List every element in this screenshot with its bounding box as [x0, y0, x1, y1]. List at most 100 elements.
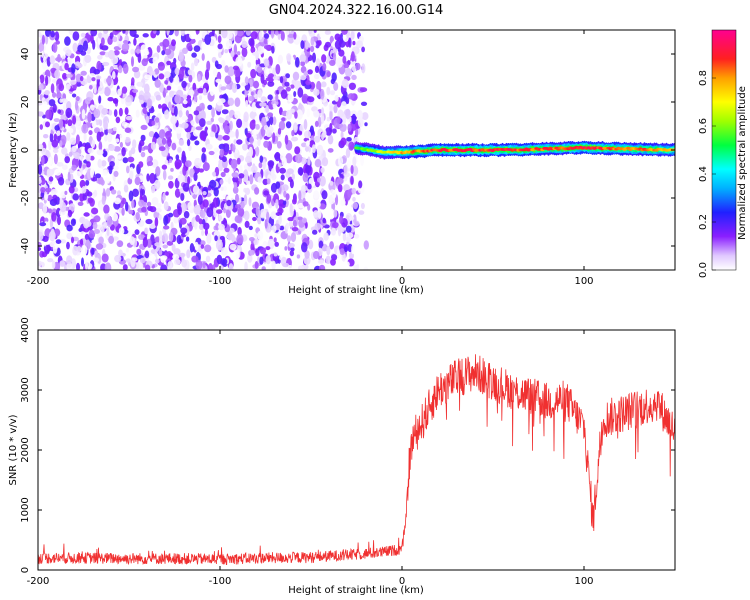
spectrogram-noise-cell	[244, 127, 248, 136]
spectrogram-noise-cell	[115, 158, 119, 167]
spectrogram-noise-cell	[248, 95, 255, 102]
spectrogram-noise-cell	[38, 260, 43, 267]
spectrogram-noise-cell	[246, 180, 251, 185]
spectrogram-noise-cell	[301, 93, 309, 104]
spectrogram-noise-cell	[149, 172, 156, 184]
spectrogram-noise-cell	[121, 42, 130, 52]
spectrogram-noise-cell	[174, 106, 178, 117]
spectrogram-noise-cell	[285, 86, 291, 92]
spectrogram-noise-cell	[341, 79, 349, 89]
spectrogram-noise-cell	[132, 89, 139, 93]
spectrogram-noise-cell	[297, 216, 303, 221]
spectrogram-noise-cell	[170, 115, 178, 125]
spectrogram-noise-cell	[347, 123, 352, 132]
spectrogram-noise-cell	[38, 178, 42, 185]
spectrogram-noise-cell	[99, 179, 105, 186]
spectrogram-noise-cell	[263, 58, 270, 68]
spectrogram-noise-cell	[320, 113, 325, 124]
spectrogram-noise-cell	[52, 148, 59, 154]
spectrogram-noise-cell	[134, 176, 141, 186]
spectrogram-noise-cell	[118, 107, 123, 117]
spectrogram-noise-cell	[249, 237, 255, 242]
spectrogram-noise-cell	[257, 45, 264, 55]
spectrogram-noise-cell	[326, 152, 332, 157]
spectrogram-noise-cell	[350, 164, 354, 175]
spectrogram-noise-cell	[345, 108, 351, 120]
spectrogram-noise-cell	[168, 101, 172, 109]
spectrogram-noise-cell	[307, 69, 313, 75]
spectrogram-noise-cell	[290, 232, 297, 243]
spectrogram-noise-cell	[201, 41, 207, 50]
spectrogram-noise-cell	[114, 30, 122, 33]
spectrogram-noise-cell	[277, 127, 282, 135]
spectrogram-noise-cell	[161, 233, 169, 243]
spectrogram-noise-cell	[173, 217, 179, 224]
spectrogram-noise-cell	[344, 246, 348, 252]
spectrogram-noise-cell	[142, 107, 149, 115]
spectrogram-noise-cell	[279, 76, 284, 84]
spectrogram-noise-cell	[85, 97, 91, 105]
spectrogram-noise-cell	[41, 155, 45, 166]
spectrogram-noise-cell	[217, 43, 223, 50]
spectrogram-noise-cell	[332, 128, 337, 134]
spectrogram-noise-cell	[260, 73, 265, 84]
spectrogram-noise-cell	[249, 136, 255, 144]
spectrogram-noise-cell	[101, 253, 109, 263]
spectrogram-noise-cell	[222, 185, 227, 192]
spectrogram-noise-cell	[172, 254, 180, 260]
spectrogram-noise-cell	[113, 170, 119, 177]
spectrogram-noise-cell	[52, 42, 58, 53]
spectrogram-noise-cell	[233, 182, 238, 190]
spectrogram-noise-cell	[271, 260, 276, 270]
spectrogram-noise-cell	[39, 222, 47, 227]
spectrogram-noise-cell	[285, 222, 289, 230]
spectrogram-noise-cell	[314, 120, 319, 127]
spectrogram-noise-cell	[131, 56, 134, 67]
spectrogram-noise-cell	[329, 109, 333, 121]
spectrogram-noise-layer	[38, 30, 369, 270]
spectrogram-noise-cell	[125, 248, 129, 253]
spectrogram-noise-cell	[132, 139, 137, 149]
spectrogram-noise-cell	[192, 82, 197, 92]
spectrogram-noise-cell	[132, 66, 140, 73]
spectrogram-noise-cell	[149, 222, 156, 229]
spectrogram-noise-cell	[143, 145, 150, 150]
spectrogram-noise-cell	[38, 111, 44, 117]
spectrogram-noise-cell	[68, 185, 75, 194]
spectrogram-noise-cell	[164, 88, 168, 94]
spectrogram-noise-cell	[38, 241, 42, 248]
spectrogram-noise-cell	[175, 126, 183, 134]
spectrogram-noise-cell	[270, 168, 275, 178]
spectrogram-noise-cell	[313, 30, 317, 33]
spectrogram-noise-cell	[48, 230, 56, 242]
spectrogram-noise-cell	[96, 60, 102, 72]
spectrogram-noise-cell	[140, 124, 148, 130]
spectrogram-noise-cell	[241, 40, 248, 49]
spectrogram-noise-cell	[132, 188, 139, 197]
spectrogram-noise-cell	[200, 179, 205, 187]
spectrogram-noise-cell	[216, 101, 223, 106]
spectrogram-noise-cell	[87, 111, 92, 123]
spectrogram-noise-cell	[281, 117, 286, 122]
spectrogram-noise-cell	[141, 206, 147, 213]
spectrogram-noise-cell	[85, 179, 90, 186]
spectrogram-noise-cell	[264, 218, 268, 229]
spectrogram-noise-cell	[235, 193, 239, 203]
spectrogram-noise-cell	[139, 257, 146, 264]
spectrogram-noise-cell	[191, 255, 199, 263]
spectrogram-noise-cell	[228, 131, 236, 138]
spectrogram-noise-cell	[360, 101, 368, 107]
spectrogram-noise-cell	[212, 171, 216, 177]
spectrogram-noise-cell	[346, 232, 354, 239]
y-tick-label: 20	[20, 96, 31, 109]
spectrogram-noise-cell	[307, 96, 315, 103]
spectrogram-noise-cell	[303, 130, 312, 139]
spectrogram-noise-cell	[252, 140, 258, 149]
spectrogram-noise-cell	[164, 48, 172, 56]
spectrogram-noise-cell	[208, 263, 213, 270]
spectrogram-noise-cell	[93, 257, 100, 263]
spectrogram-noise-cell	[53, 118, 60, 123]
spectrogram-noise-cell	[188, 74, 193, 83]
x-tick-label: -200	[27, 276, 50, 287]
spectrogram-noise-cell	[83, 212, 90, 217]
